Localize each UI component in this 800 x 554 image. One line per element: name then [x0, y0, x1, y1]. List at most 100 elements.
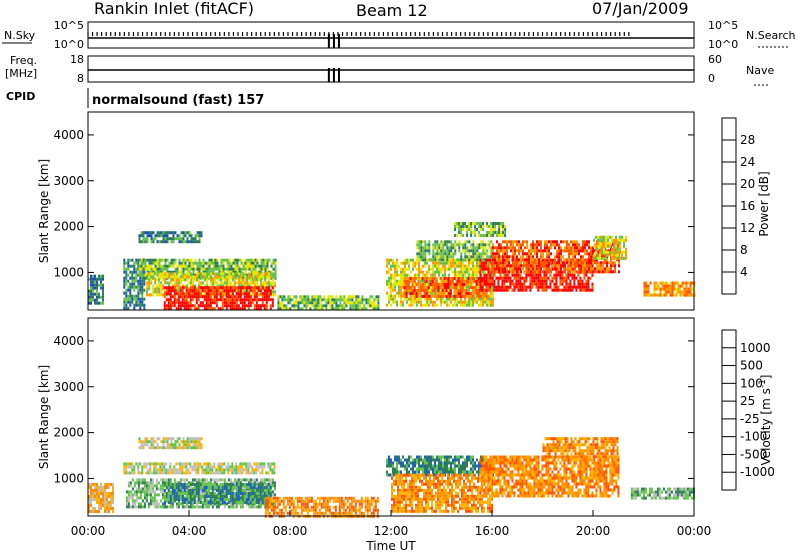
velocity-cell: [170, 446, 173, 450]
power-cell: [582, 240, 584, 244]
power-cell: [433, 295, 436, 298]
velocity-cell: [189, 465, 192, 469]
power-cell: [517, 276, 520, 280]
power-cell: [519, 285, 522, 289]
power-cell: [528, 255, 530, 259]
velocity-cell: [227, 465, 230, 469]
power-cell: [272, 267, 275, 271]
velocity-cell: [239, 465, 242, 469]
power-cell: [123, 258, 126, 262]
power-cell: [225, 307, 228, 311]
power-cell: [129, 297, 132, 301]
power-cell: [268, 278, 271, 282]
power-cell: [497, 282, 500, 286]
power-cell: [408, 291, 410, 295]
power-cell: [460, 252, 463, 256]
power-cell: [210, 278, 213, 282]
power-cell: [562, 240, 564, 244]
power-cell: [473, 286, 476, 289]
power-cell: [428, 249, 431, 253]
velocity-cell: [251, 465, 254, 469]
power-cell: [239, 289, 242, 293]
power-cell: [311, 301, 314, 305]
power-cell: [536, 258, 538, 262]
velocity-cell: [157, 505, 160, 509]
velocity-cell: [137, 462, 140, 466]
power-cell: [133, 279, 136, 283]
velocity-cell: [139, 490, 142, 494]
power-cell: [504, 234, 507, 237]
power-cell: [172, 284, 175, 288]
power-cell: [233, 298, 236, 302]
power-cell: [492, 303, 494, 307]
power-cell: [537, 279, 540, 283]
power-cell: [462, 243, 465, 247]
velocity-cell: [177, 505, 180, 509]
power-cell: [453, 289, 456, 292]
power-cell: [524, 258, 526, 262]
power-cell: [402, 303, 404, 307]
power-cell: [440, 288, 442, 292]
power-cell: [144, 273, 147, 277]
power-cell: [131, 294, 134, 298]
power-cell: [432, 255, 435, 259]
power-cell: [92, 289, 94, 293]
velocity-cell: [167, 468, 170, 472]
velocity-cell: [139, 502, 142, 506]
velocity-cell: [201, 468, 204, 472]
power-cell: [418, 249, 421, 253]
power-cell: [481, 279, 484, 283]
velocity-cell: [225, 468, 228, 472]
freq-gap-bar: [337, 68, 340, 82]
power-cell: [493, 279, 496, 283]
velocity-cell: [273, 468, 276, 472]
power-cell: [459, 286, 462, 289]
power-cell: [148, 284, 151, 288]
power-cell: [564, 249, 566, 253]
power-cell: [287, 298, 290, 302]
power-cell: [253, 307, 256, 311]
velocity-cell: [169, 481, 172, 485]
power-cell: [611, 253, 613, 257]
velocity-cell: [153, 502, 156, 506]
power-cell: [162, 272, 165, 276]
power-cell: [536, 243, 538, 247]
power-cell: [197, 289, 200, 293]
velocity-cell: [165, 462, 168, 466]
power-cell: [413, 295, 416, 298]
power-cell: [514, 255, 516, 259]
power-cell: [185, 289, 188, 293]
power-cell: [285, 298, 288, 302]
power-cell: [182, 261, 185, 265]
power-cell: [420, 279, 422, 283]
power-cell: [457, 292, 460, 295]
power-cell: [353, 307, 356, 311]
power-cell: [307, 304, 310, 308]
power-cell: [446, 261, 448, 265]
velocity-cell: [183, 505, 186, 509]
power-cell: [146, 281, 149, 285]
velocity-cell: [144, 440, 147, 444]
velocity-cell: [137, 487, 140, 491]
power-cell: [448, 264, 450, 268]
power-cell: [259, 298, 262, 302]
power-cell: [480, 297, 482, 301]
power-cell: [357, 301, 360, 305]
power-cell: [169, 304, 172, 308]
power-cell: [264, 281, 267, 285]
power-cell: [129, 291, 132, 295]
power-cell: [512, 249, 514, 253]
velocity-cell: [172, 446, 175, 450]
velocity-cell: [127, 465, 130, 469]
velocity-cell: [179, 502, 182, 506]
velocity-cell: [104, 492, 106, 495]
velocity-cell: [187, 487, 190, 491]
power-cell: [428, 240, 431, 244]
velocity-cell: [151, 487, 154, 491]
power-cell: [617, 253, 619, 257]
power-cell: [482, 222, 485, 225]
power-cell: [430, 291, 432, 295]
power-cell: [412, 297, 414, 301]
power-cell: [488, 246, 491, 250]
power-cell: [671, 281, 674, 285]
